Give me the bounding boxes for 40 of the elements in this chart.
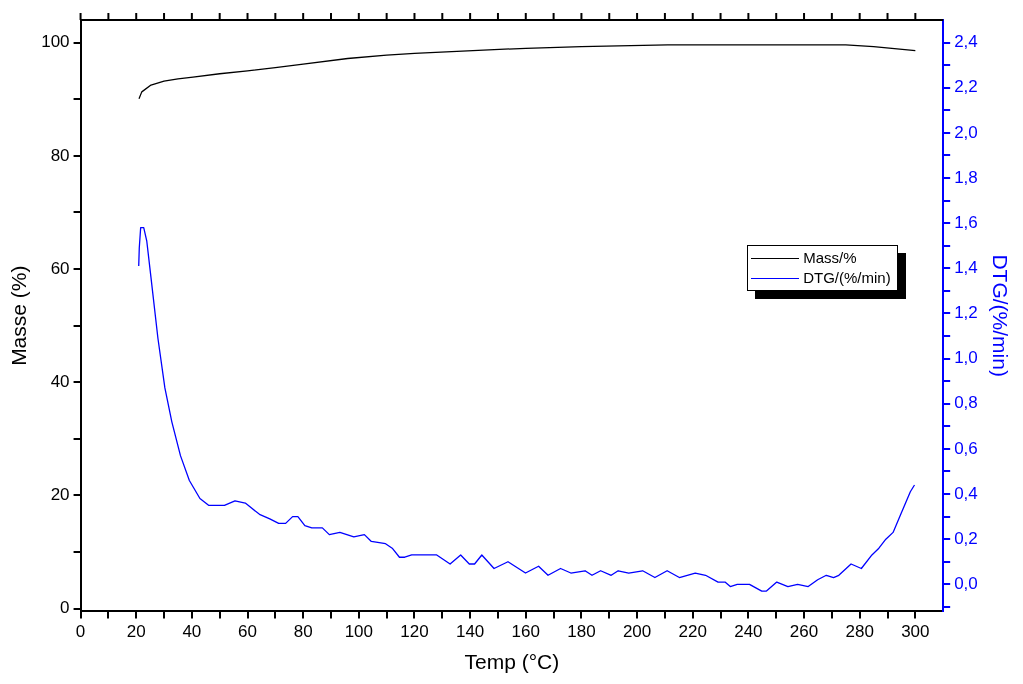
y2-tick-label: 1,8 xyxy=(954,167,978,187)
x-tick-label: 200 xyxy=(622,622,652,642)
y2-tick-label: 1,6 xyxy=(954,212,978,232)
x-tick-label: 120 xyxy=(400,622,429,642)
y2-tick-label: 1,4 xyxy=(954,257,978,277)
x-tick-label: 0 xyxy=(75,622,86,642)
x-tick-label: 280 xyxy=(845,622,874,642)
x-tick-label: 240 xyxy=(734,622,763,642)
y2-tick-label: 0,2 xyxy=(954,528,978,548)
y2-tick-label: 2,0 xyxy=(954,122,978,142)
x-tick-label: 260 xyxy=(789,622,819,642)
y-tick-label: 20 xyxy=(50,485,70,505)
y-tick-label: 60 xyxy=(50,258,70,278)
x-tick-label: 60 xyxy=(238,622,257,642)
x-tick-label: 40 xyxy=(182,622,202,642)
y-tick-label: 80 xyxy=(50,145,70,165)
x-tick-label: 140 xyxy=(455,622,485,642)
x-tick-label: 160 xyxy=(511,622,540,642)
x-tick-label: 20 xyxy=(126,622,146,642)
y2-tick-label: 0,6 xyxy=(954,438,978,458)
y-tick-label: 100 xyxy=(41,32,70,52)
y2-tick-label: 0,8 xyxy=(954,393,978,413)
legend-label: Mass/% xyxy=(803,247,857,268)
y-axis-title: Masse (%) xyxy=(7,265,31,366)
y-tick-label: 40 xyxy=(50,371,70,391)
y-tick-label: 0 xyxy=(60,598,70,618)
y2-tick-label: 2,4 xyxy=(954,32,978,52)
y2-tick-label: 0,4 xyxy=(954,483,978,503)
x-axis-title: Temp (°C) xyxy=(464,650,560,674)
y2-tick-label: 1,0 xyxy=(954,348,978,368)
x-tick-label: 80 xyxy=(293,622,313,642)
x-tick-label: 220 xyxy=(678,622,707,642)
x-tick-label: 180 xyxy=(567,622,596,642)
x-tick-label: 300 xyxy=(901,622,930,642)
x-tick-label: 100 xyxy=(344,622,374,642)
legend-label: DTG/(%/min) xyxy=(803,267,891,288)
y2-axis-title: DTG/(%/min) xyxy=(988,254,1012,377)
y2-tick-label: 2,2 xyxy=(954,77,978,97)
y2-tick-label: 0,0 xyxy=(954,574,978,593)
y2-tick-label: 1,2 xyxy=(954,303,978,323)
